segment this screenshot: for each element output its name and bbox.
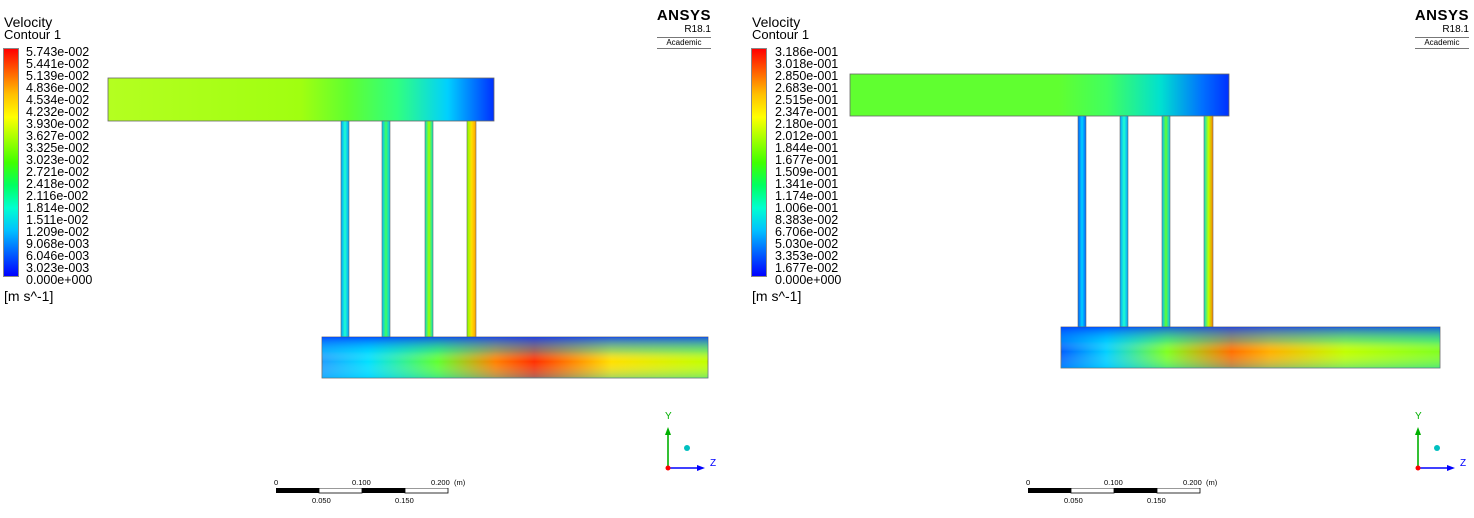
scale-bar: 0 0.100 0.200 (m) 0.050 0.150 xyxy=(274,478,506,518)
legend-label: 3.023e-002 xyxy=(26,153,90,167)
legend-label: 1.677e-001 xyxy=(775,153,839,167)
scale-bar: 0 0.100 0.200 (m) 0.050 0.150 xyxy=(1026,478,1258,518)
legend-label: 2.515e-001 xyxy=(775,93,839,107)
legend-label: 1.511e-002 xyxy=(26,213,89,227)
contour-panel-right: Velocity Contour 1 3.186e-001 3.018e-001… xyxy=(742,0,1474,515)
legend-label: 5.030e-002 xyxy=(775,237,839,251)
axis-z-label: Z xyxy=(710,458,717,469)
legend-title: Velocity xyxy=(752,14,801,30)
legend-label: 2.418e-002 xyxy=(26,177,90,191)
legend-label: 6.046e-003 xyxy=(26,249,90,263)
legend-label: 1.006e-001 xyxy=(775,201,839,215)
legend-label: 1.509e-001 xyxy=(775,165,839,179)
legend-label: 3.325e-002 xyxy=(26,141,90,155)
legend-title: Velocity xyxy=(4,14,53,30)
legend-label: 3.186e-001 xyxy=(775,45,839,59)
scale-label: 0 xyxy=(1026,478,1031,487)
axis-triad: Y Z xyxy=(660,410,730,480)
legend-label: 1.844e-001 xyxy=(775,141,839,155)
legend-label: 1.814e-002 xyxy=(26,201,90,215)
legend-label: 4.836e-002 xyxy=(26,81,90,95)
legend-label: 9.068e-003 xyxy=(26,237,90,251)
legend-label: 2.721e-002 xyxy=(26,165,90,179)
unit-label: [m s^-1] xyxy=(4,288,54,304)
legend-label: 2.180e-001 xyxy=(775,117,839,131)
legend-label: 5.441e-002 xyxy=(26,57,90,71)
legend-label: 8.383e-002 xyxy=(775,213,839,227)
legend-label: 3.353e-002 xyxy=(775,249,839,263)
ansys-logo: ANSYS R18.1 Academic xyxy=(656,7,711,49)
legend-label: 1.341e-001 xyxy=(775,177,839,191)
legend-label: 1.174e-001 xyxy=(775,189,839,203)
edition-label: Academic xyxy=(1414,37,1469,49)
scale-label: 0 xyxy=(274,478,279,487)
legend-label: 3.023e-003 xyxy=(26,261,90,275)
scale-label: 0.050 xyxy=(1064,496,1083,505)
velocity-field xyxy=(107,77,709,379)
scale-label: 0.150 xyxy=(1147,496,1166,505)
legend-label: 0.000e+000 xyxy=(775,273,842,287)
scale-label: 0.100 xyxy=(352,478,371,487)
version-label: R18.1 xyxy=(684,24,711,35)
scale-label: 0.200 xyxy=(431,478,450,487)
ansys-logo: ANSYS R18.1 Academic xyxy=(1414,7,1469,49)
axis-z-label: Z xyxy=(1460,458,1467,469)
legend-label: 1.209e-002 xyxy=(26,225,90,239)
scale-unit: (m) xyxy=(454,478,466,487)
legend-label: 3.930e-002 xyxy=(26,117,90,131)
legend-colorbar xyxy=(751,48,767,277)
scale-label: 0.150 xyxy=(395,496,414,505)
legend-label: 3.018e-001 xyxy=(775,57,839,71)
unit-label: [m s^-1] xyxy=(752,288,802,304)
axis-triad: Y Z xyxy=(1410,410,1474,480)
legend-subtitle: Contour 1 xyxy=(4,27,62,42)
axis-y-label: Y xyxy=(1415,411,1422,422)
legend-label: 6.706e-002 xyxy=(775,225,839,239)
axis-y-label: Y xyxy=(665,411,672,422)
legend-label: 3.627e-002 xyxy=(26,129,90,143)
legend-subtitle: Contour 1 xyxy=(752,27,810,42)
legend-label: 2.850e-001 xyxy=(775,69,839,83)
legend-label: 2.012e-001 xyxy=(775,129,839,143)
legend-label: 2.116e-002 xyxy=(26,189,89,203)
scale-label: 0.200 xyxy=(1183,478,1202,487)
legend-label: 4.232e-002 xyxy=(26,105,90,119)
velocity-field xyxy=(849,73,1441,369)
legend-colorbar xyxy=(3,48,19,277)
scale-label: 0.050 xyxy=(312,496,331,505)
brand-name: ANSYS xyxy=(656,7,711,24)
legend-label: 5.139e-002 xyxy=(26,69,90,83)
legend-label: 4.534e-002 xyxy=(26,93,90,107)
scale-label: 0.100 xyxy=(1104,478,1123,487)
legend-label: 0.000e+000 xyxy=(26,273,93,287)
scale-unit: (m) xyxy=(1206,478,1218,487)
edition-label: Academic xyxy=(656,37,711,49)
legend-label: 1.677e-002 xyxy=(775,261,839,275)
legend-label: 5.743e-002 xyxy=(26,45,90,59)
brand-name: ANSYS xyxy=(1414,7,1469,24)
version-label: R18.1 xyxy=(1442,24,1469,35)
contour-panel-left: Velocity Contour 1 5.743e-002 5.441e-002… xyxy=(0,0,737,515)
legend-label: 2.347e-001 xyxy=(775,105,839,119)
legend-label: 2.683e-001 xyxy=(775,81,839,95)
